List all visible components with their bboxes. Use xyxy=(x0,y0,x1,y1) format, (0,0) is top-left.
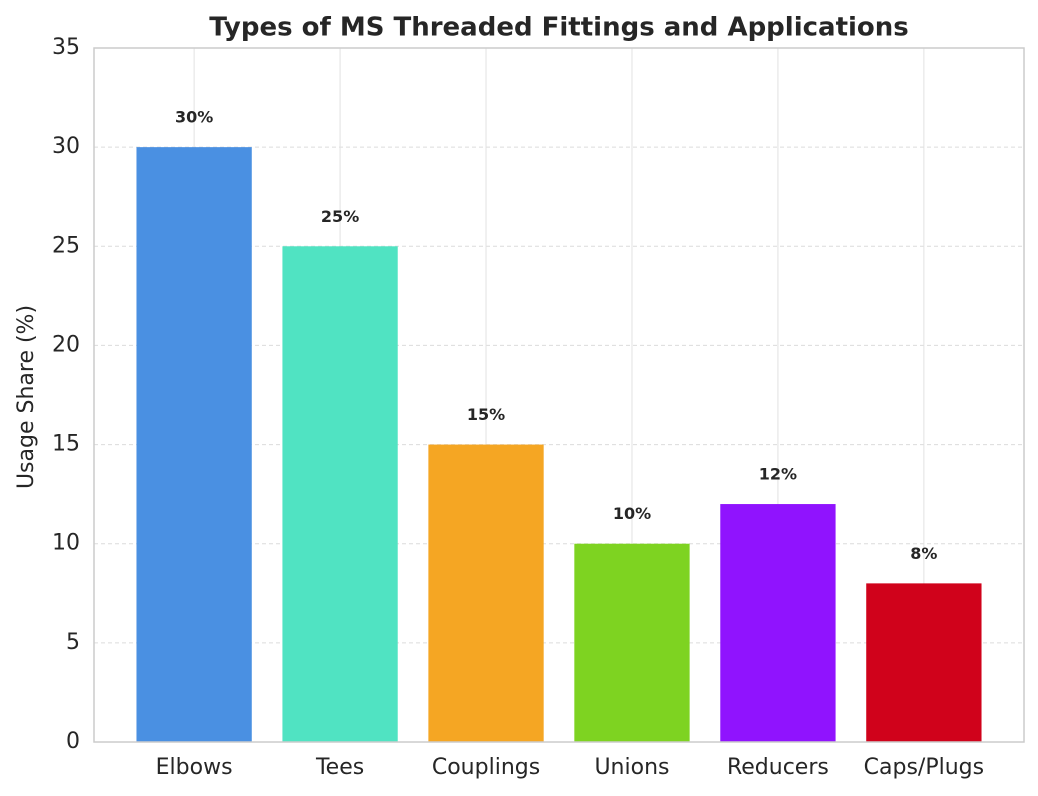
bar xyxy=(574,543,690,742)
bar xyxy=(720,504,836,742)
y-tick-label: 10 xyxy=(52,531,80,556)
bar xyxy=(866,583,982,742)
x-tick-label: Caps/Plugs xyxy=(864,755,984,780)
y-tick-label: 25 xyxy=(52,233,80,258)
value-label: 15% xyxy=(467,405,505,424)
bar xyxy=(136,147,252,743)
plot-frame xyxy=(93,47,1025,743)
marks: 30% 25% 15% 10% 12% 8% xyxy=(136,108,982,743)
value-label: 8% xyxy=(910,544,937,563)
x-tick-label: Elbows xyxy=(156,755,233,780)
value-label: 10% xyxy=(613,504,651,523)
x-tick-label: Couplings xyxy=(432,755,540,780)
y-tick-label: 30 xyxy=(52,134,80,159)
y-tick-label: 15 xyxy=(52,432,80,457)
y-tick-label: 20 xyxy=(52,332,80,357)
y-tick-label: 5 xyxy=(66,630,80,655)
x-tick-label: Unions xyxy=(594,755,669,780)
bar xyxy=(282,246,398,743)
x-tick-label: Tees xyxy=(315,755,364,780)
y-tick-label: 0 xyxy=(66,729,80,754)
y-axis-label: Usage Share (%) xyxy=(14,305,39,489)
x-tick-label: Reducers xyxy=(727,755,829,780)
value-label: 12% xyxy=(759,465,797,484)
chart-title: Types of MS Threaded Fittings and Applic… xyxy=(209,13,909,43)
bar xyxy=(428,444,544,742)
value-label: 25% xyxy=(321,207,359,226)
y-tick-label: 35 xyxy=(52,35,80,60)
value-label: 30% xyxy=(175,108,213,127)
